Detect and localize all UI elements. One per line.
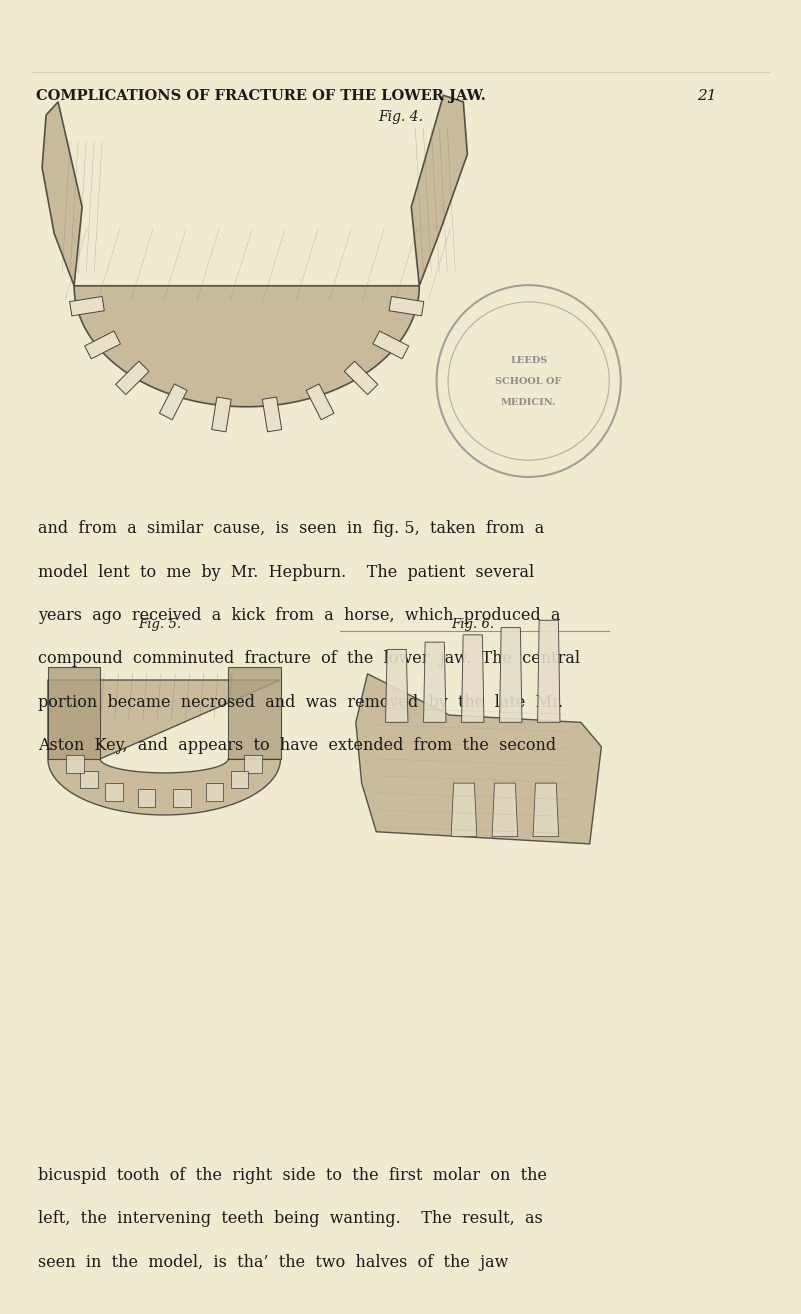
Polygon shape [48,681,280,815]
Polygon shape [138,790,155,807]
Polygon shape [537,620,560,723]
Text: and  from  a  similar  cause,  is  seen  in  fig. 5,  taken  from  a: and from a similar cause, is seen in fig… [38,520,544,537]
Polygon shape [492,783,517,837]
Text: Fig. 5.: Fig. 5. [139,618,182,631]
Text: Fig. 4.: Fig. 4. [378,110,423,125]
Polygon shape [372,331,409,359]
Text: LEEDS: LEEDS [510,356,547,364]
Polygon shape [389,297,424,315]
Polygon shape [356,674,602,844]
Polygon shape [533,783,558,837]
Polygon shape [115,361,149,394]
Polygon shape [105,783,123,800]
Polygon shape [461,635,484,723]
Polygon shape [500,628,522,723]
Polygon shape [42,96,467,407]
Polygon shape [48,666,100,758]
Polygon shape [244,756,262,773]
Polygon shape [306,384,334,419]
Polygon shape [228,666,280,758]
Text: portion  became  necrosed  and  was  removed  by  the  late  Mr.: portion became necrosed and was removed … [38,694,563,711]
Polygon shape [451,783,477,837]
Text: Fig. 6.: Fig. 6. [451,618,494,631]
Polygon shape [66,756,84,773]
Polygon shape [424,643,446,723]
Polygon shape [231,771,248,788]
Polygon shape [344,361,378,394]
Polygon shape [206,783,223,800]
Text: years  ago  received  a  kick  from  a  horse,  which  produced  a: years ago received a kick from a horse, … [38,607,560,624]
Text: Aston  Key,  and  appears  to  have  extended  from  the  second: Aston Key, and appears to have extended … [38,737,556,754]
Text: MEDICIN.: MEDICIN. [501,398,557,406]
Bar [52,99,485,473]
Polygon shape [80,771,98,788]
Text: model  lent  to  me  by  Mr.  Hepburn.    The  patient  several: model lent to me by Mr. Hepburn. The pat… [38,564,534,581]
Polygon shape [159,384,187,419]
Text: seen  in  the  model,  is  tha’  the  two  halves  of  the  jaw: seen in the model, is tha’ the two halve… [38,1254,508,1271]
Polygon shape [385,649,408,723]
Text: bicuspid  tooth  of  the  right  side  to  the  first  molar  on  the: bicuspid tooth of the right side to the … [38,1167,546,1184]
Polygon shape [85,331,120,359]
Text: 21: 21 [697,89,716,104]
Text: COMPLICATIONS OF FRACTURE OF THE LOWER JAW.: COMPLICATIONS OF FRACTURE OF THE LOWER J… [36,89,485,104]
Polygon shape [262,397,282,432]
Text: left,  the  intervening  teeth  being  wanting.    The  result,  as: left, the intervening teeth being wantin… [38,1210,542,1227]
Polygon shape [211,397,231,432]
Polygon shape [70,297,104,315]
Polygon shape [173,790,191,807]
Text: compound  comminuted  fracture  of  the  lower  jaw.  The  central: compound comminuted fracture of the lowe… [38,650,580,668]
Text: SCHOOL OF: SCHOOL OF [496,377,562,385]
